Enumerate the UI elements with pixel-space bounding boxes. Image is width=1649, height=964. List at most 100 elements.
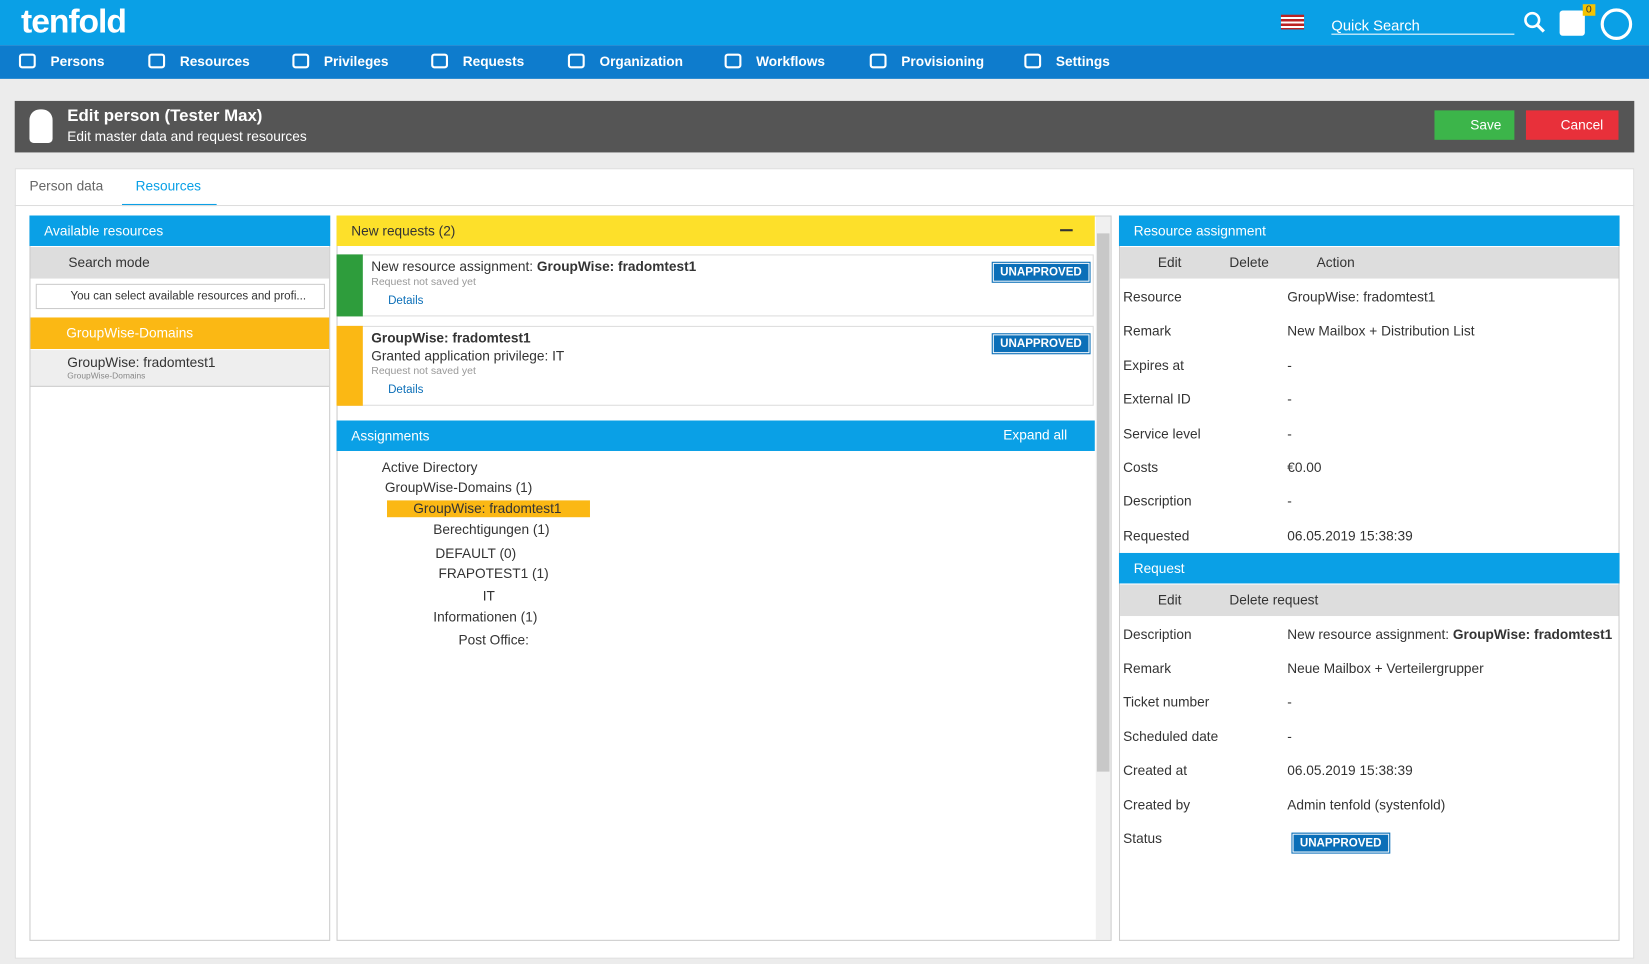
nav-item[interactable]: Organization [599, 53, 684, 70]
action[interactable]: Action [1316, 254, 1355, 271]
panel-title: Assignments [336, 420, 1095, 451]
tree-node[interactable]: Post Office: [458, 631, 529, 648]
nav-bar [0, 45, 1649, 79]
field-label: Ticket number [1123, 694, 1210, 711]
text: New resource assignment: [1287, 626, 1453, 643]
details-link[interactable]: Details [388, 383, 424, 397]
nav-icon [292, 53, 310, 69]
field-label: Costs [1123, 459, 1159, 476]
field-label: Created by [1123, 796, 1191, 813]
field-label: Scheduled date [1123, 728, 1219, 745]
action[interactable]: Delete [1229, 254, 1269, 271]
field-value: €0.00 [1287, 459, 1322, 476]
tree-node[interactable]: Active Directory [381, 459, 478, 476]
field-value: 06.05.2019 15:38:39 [1287, 527, 1413, 544]
tree-node[interactable]: IT [482, 587, 495, 604]
panel-title: Resource assignment [1118, 215, 1620, 246]
tab-line [14, 204, 1635, 207]
field-label: Resource [1123, 289, 1182, 305]
nav-icon [724, 53, 742, 69]
tree-node[interactable]: DEFAULT (0) [435, 545, 517, 562]
field-label: Description [1123, 626, 1192, 643]
quick-search[interactable]: Quick Search [1331, 17, 1515, 35]
field-value: GroupWise: fradomtest1 [1287, 289, 1436, 305]
save-button[interactable]: Save [1434, 110, 1515, 140]
field-label: Expires at [1123, 357, 1184, 373]
toolbar [1120, 584, 1619, 617]
item-sub: GroupWise-Domains [67, 371, 146, 381]
task-badge: 0 [1582, 4, 1595, 16]
action[interactable]: Edit [1157, 254, 1182, 271]
request-card [336, 254, 1094, 317]
item: GroupWise: fradomtest1 [67, 354, 216, 371]
field-value: 06.05.2019 15:38:39 [1287, 762, 1413, 779]
scrollbar[interactable] [1095, 216, 1111, 940]
tab[interactable]: Person data [29, 177, 104, 194]
search-mode[interactable]: Search mode [68, 254, 150, 271]
field-label: Description [1123, 493, 1192, 510]
field-label: Requested [1123, 527, 1190, 544]
page-subtitle: Edit master data and request resources [67, 128, 307, 145]
action[interactable]: Edit [1157, 591, 1182, 608]
expand-all[interactable]: Expand all [1003, 426, 1068, 443]
field-value: Neue Mailbox + Verteilergrupper [1287, 660, 1484, 676]
toolbar [30, 247, 330, 279]
nav-item[interactable]: Persons [50, 53, 105, 70]
tasks-icon[interactable] [1559, 10, 1585, 36]
panel-title: Available resources [29, 215, 331, 246]
field-value: - [1287, 425, 1292, 442]
user-icon[interactable] [1600, 8, 1633, 40]
nav-icon [148, 53, 166, 69]
nav-icon [431, 53, 449, 69]
nav-icon [869, 53, 887, 69]
tab-active[interactable]: Resources [121, 168, 217, 207]
field-value: Admin tenfold (systenfold) [1287, 796, 1446, 813]
flag[interactable] [1280, 14, 1305, 30]
details-link[interactable]: Details [388, 294, 424, 307]
nav-icon [567, 53, 585, 69]
request-line: New resource assignment: GroupWise: frad… [371, 259, 696, 275]
nav-item[interactable]: Workflows [756, 53, 826, 70]
field-label: Created at [1123, 762, 1188, 779]
status-badge: UNAPPROVED [991, 261, 1091, 283]
page-title: Edit person (Tester Max) [67, 107, 263, 126]
field-value: - [1287, 728, 1292, 745]
tree-node[interactable]: GroupWise: fradomtest1 [413, 500, 562, 517]
brand: tenfold [21, 2, 127, 40]
top-bar [0, 0, 1649, 46]
field-value: New resource assignment: GroupWise: frad… [1287, 627, 1612, 643]
nav-item[interactable]: Privileges [323, 53, 389, 70]
field-value: - [1287, 357, 1292, 373]
request-line: Granted application privilege: IT [371, 347, 565, 364]
text: GroupWise: fradomtest1 [536, 258, 697, 275]
nav-item[interactable]: Settings [1055, 53, 1110, 70]
field-label: External ID [1123, 391, 1191, 408]
nav-item[interactable]: Resources [179, 53, 250, 70]
request-card [336, 325, 1094, 406]
text: New resource assignment: [371, 258, 537, 275]
person-icon [29, 109, 53, 143]
tree-node[interactable]: Berechtigungen (1) [433, 521, 550, 538]
nav-item[interactable]: Requests [462, 53, 525, 70]
nav-icon [18, 53, 36, 69]
request-note: Request not saved yet [371, 365, 476, 378]
group[interactable]: GroupWise-Domains [30, 317, 330, 350]
page-header [14, 100, 1635, 153]
text: GroupWise: fradomtest1 [1452, 626, 1613, 643]
item-row[interactable] [30, 350, 330, 387]
tree-node[interactable]: Informationen (1) [433, 608, 538, 625]
tree-node[interactable]: FRAPOTEST1 (1) [438, 565, 549, 582]
collapse[interactable] [1060, 229, 1073, 232]
field-label: Remark [1123, 660, 1172, 676]
tree-highlight [387, 500, 590, 518]
info: You can select available resources and p… [35, 283, 325, 310]
request-marker [336, 325, 363, 406]
cancel-button[interactable]: Cancel [1525, 110, 1619, 140]
status-badge: UNAPPROVED [1291, 832, 1390, 854]
toolbar [1120, 247, 1619, 279]
search-icon[interactable] [1523, 11, 1546, 34]
tree-node[interactable]: GroupWise-Domains (1) [384, 479, 533, 496]
nav-item[interactable]: Provisioning [901, 53, 985, 70]
action[interactable]: Delete request [1229, 591, 1319, 608]
